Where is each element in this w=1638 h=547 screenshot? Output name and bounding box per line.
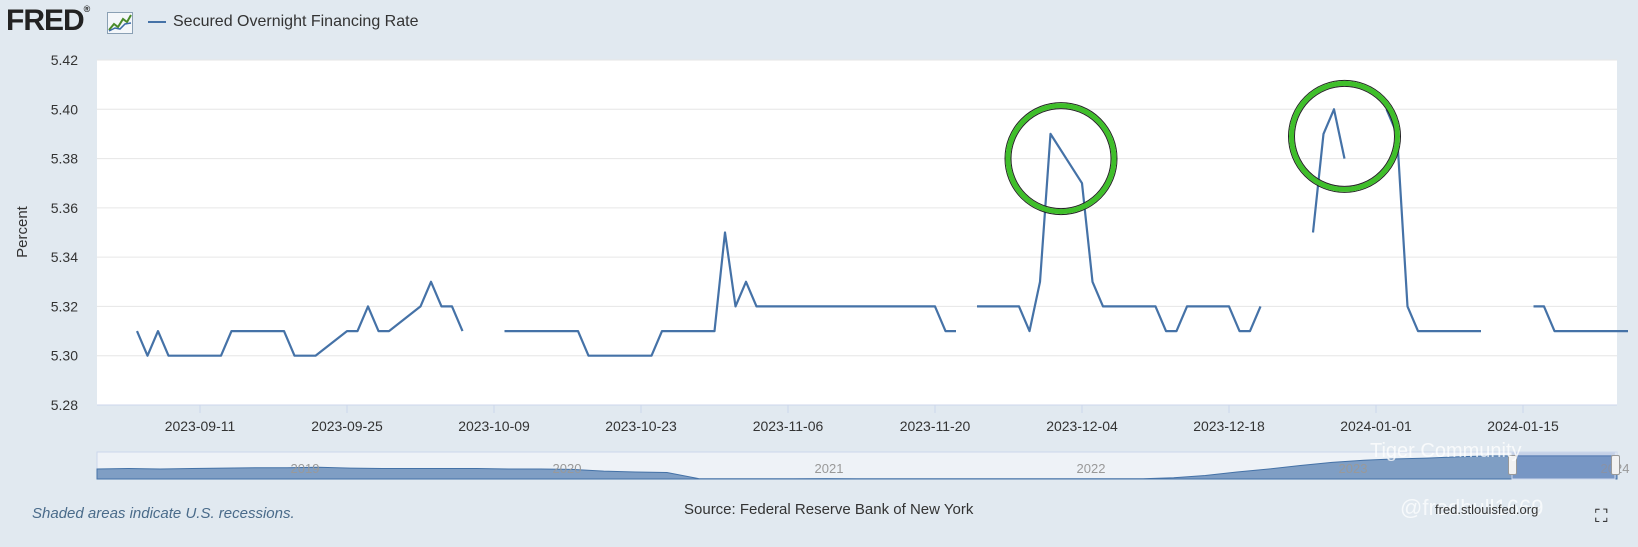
watermark-user: @fredbull1669 (1400, 495, 1544, 520)
legend-swatch (148, 21, 166, 23)
highlight-circle-outline (1288, 79, 1401, 193)
highlight-circle-inner (1010, 108, 1112, 210)
y-tick-label: 5.30 (51, 348, 78, 364)
highlight-circle-outline (1004, 102, 1118, 216)
navigator-year-label: 2023 (1339, 461, 1368, 476)
x-tick-label: 2023-12-18 (1193, 418, 1265, 434)
series-line (135, 108, 1628, 357)
x-tick-label: 2023-10-23 (605, 418, 677, 434)
x-tick-label: 2023-12-04 (1046, 418, 1118, 434)
navigator-selection (1511, 451, 1616, 480)
y-axis: 5.28 5.30 5.32 5.34 5.36 5.38 5.40 5.42 (51, 52, 78, 413)
series-segment (977, 132, 1262, 333)
y-tick-label: 5.40 (51, 101, 78, 117)
x-tick-label: 2024-01-15 (1487, 418, 1559, 434)
x-tick-label: 2023-09-25 (311, 418, 383, 434)
site-link[interactable]: fred.stlouisfed.org (1435, 502, 1539, 517)
graph-logo-icon (107, 12, 133, 34)
series-segment (135, 280, 464, 357)
navigator-right-handle[interactable] (1611, 455, 1620, 475)
highlight-circle (1289, 80, 1400, 192)
fullscreen-icon[interactable]: ⛶ (1595, 506, 1608, 526)
fred-logo-reg: ® (83, 4, 91, 14)
navigator-year-label: 2022 (1077, 461, 1106, 476)
annotation-circles (1004, 79, 1401, 216)
legend-label: Secured Overnight Financing Rate (173, 13, 419, 30)
y-tick-label: 5.32 (51, 298, 78, 314)
y-tick-label: 5.28 (51, 397, 78, 413)
source-text: Source: Federal Reserve Bank of New York (684, 501, 974, 518)
navigator-left-handle[interactable] (1508, 455, 1517, 475)
x-axis: 2023-09-11 2023-09-25 2023-10-09 2023-10-23… (97, 404, 1617, 434)
recession-note: Shaded areas indicate U.S. recessions. (32, 505, 295, 522)
x-tick-label: 2023-11-06 (753, 418, 824, 434)
series-segment (1385, 108, 1481, 333)
plot-area (97, 60, 1617, 405)
navigator: 201920202021202220232024 (96, 451, 1629, 480)
x-tick-label: 2023-10-09 (458, 418, 530, 434)
navigator-area (96, 455, 1618, 480)
x-tick-label: 2023-11-20 (900, 418, 971, 434)
highlight-circle-inner (1294, 85, 1395, 187)
x-tick-label: 2023-09-11 (165, 418, 236, 434)
highlight-circle (1005, 103, 1117, 215)
fred-logo-text: FRED (6, 4, 85, 37)
series-segment (504, 231, 956, 357)
series-segment (1533, 305, 1628, 333)
y-tick-label: 5.34 (51, 249, 78, 265)
header: FRED® Secured Overnight Financing Rate (0, 0, 1638, 48)
x-tick-label: 2024-01-01 (1340, 418, 1412, 434)
y-axis-title: Percent (14, 205, 31, 258)
y-tick-label: 5.36 (51, 200, 78, 216)
watermark-brand: Tiger Community (1370, 440, 1522, 462)
chart-legend[interactable]: Secured Overnight Financing Rate (148, 13, 418, 31)
navigator-year-label: 2020 (553, 461, 582, 476)
fred-logo[interactable]: FRED® (6, 4, 91, 38)
navigator-year-label: 2021 (815, 461, 844, 476)
chart: 5.28 5.30 5.32 5.34 5.36 5.38 5.40 5.42 2023-09… (14, 52, 1629, 480)
navigator-year-label: 2019 (291, 461, 320, 476)
y-tick-label: 5.42 (51, 52, 78, 68)
y-tick-label: 5.38 (51, 151, 78, 167)
